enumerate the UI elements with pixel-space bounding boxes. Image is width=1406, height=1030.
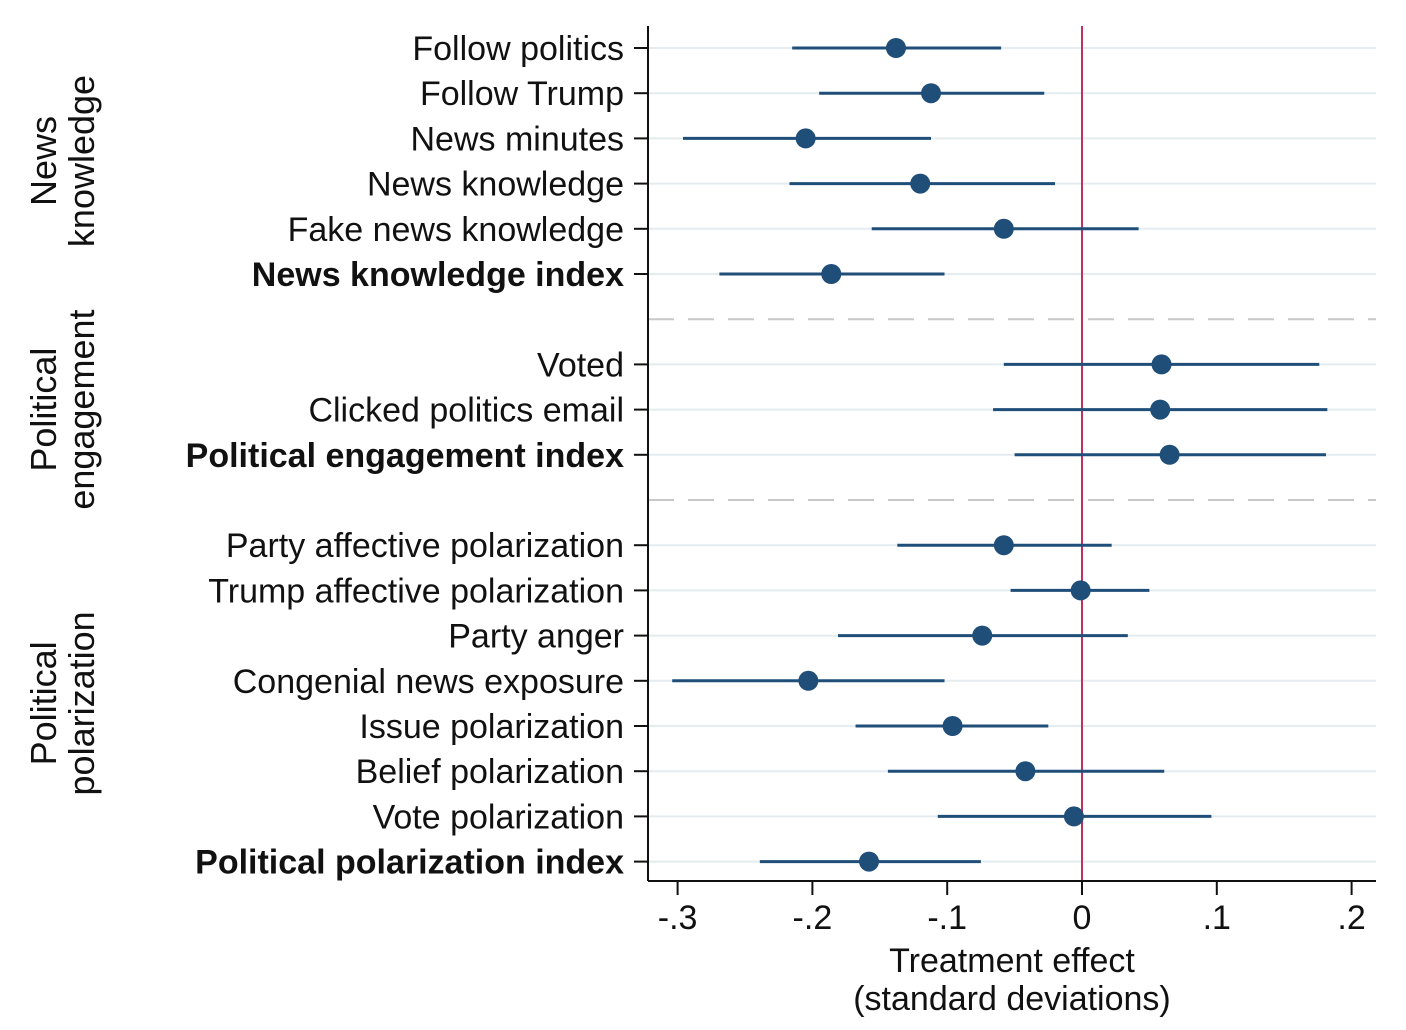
point-estimate — [1150, 399, 1171, 420]
row-label: Voted — [537, 346, 624, 384]
x-tick-label: -.1 — [927, 899, 967, 937]
row-label: News knowledge index — [252, 256, 624, 294]
point-estimates — [795, 38, 1180, 872]
x-tick-label: .1 — [1203, 899, 1231, 937]
row-labels: Follow politics Follow Trump News minutes N… — [186, 30, 624, 882]
point-estimate — [798, 670, 819, 691]
x-axis-ticks: -.3 -.2 -.1 0 .1 .2 — [658, 881, 1366, 937]
point-estimate — [993, 535, 1014, 556]
row-label: Political polarization index — [195, 844, 624, 882]
row-label: Congenial news exposure — [233, 663, 624, 701]
point-estimate — [942, 716, 963, 736]
y-axis-ticks — [634, 47, 648, 863]
x-tick-label: .2 — [1337, 899, 1365, 937]
group-label: polarization — [61, 611, 102, 795]
point-estimate — [821, 264, 842, 284]
row-label: Political engagement index — [186, 437, 624, 475]
x-axis-title-line-2: (standard deviations) — [853, 980, 1171, 1018]
row-label: Issue polarization — [359, 708, 624, 746]
row-label: Clicked politics email — [308, 392, 624, 430]
point-estimate — [993, 218, 1014, 239]
row-label: Party affective polarization — [226, 527, 624, 565]
group-label: knowledge — [61, 75, 102, 247]
group-label: engagement — [61, 310, 102, 510]
point-estimate — [885, 38, 906, 58]
group-separators — [648, 318, 1376, 501]
x-tick-label: 0 — [1073, 899, 1092, 937]
row-label: Belief polarization — [356, 753, 624, 791]
point-estimate — [1070, 580, 1091, 601]
row-label: Party anger — [448, 618, 624, 656]
group-label: Political — [23, 641, 64, 765]
x-axis-title-line-1: Treatment effect — [889, 942, 1135, 980]
x-tick-label: -.2 — [793, 899, 833, 937]
point-estimate — [910, 173, 931, 194]
group-labels: NewsknowledgePoliticalengagementPolitica… — [23, 75, 102, 796]
group-label: News — [23, 116, 64, 206]
row-label: Trump affective polarization — [208, 572, 624, 610]
point-estimate — [795, 128, 816, 149]
point-estimate — [921, 83, 942, 104]
point-estimate — [1151, 354, 1172, 375]
row-label: Fake news knowledge — [288, 211, 624, 249]
point-estimate — [972, 625, 993, 646]
row-label: Follow Trump — [420, 75, 624, 113]
point-estimate — [1159, 444, 1180, 465]
group-label: Political — [23, 348, 64, 472]
point-estimate — [1063, 806, 1084, 827]
row-label: News knowledge — [367, 166, 624, 204]
axes — [647, 26, 1376, 882]
row-label: Follow politics — [412, 30, 624, 68]
row-label: News minutes — [410, 120, 624, 158]
point-estimate — [1015, 761, 1036, 782]
x-tick-label: -.3 — [658, 899, 698, 937]
row-label: Vote polarization — [373, 798, 624, 836]
point-estimate — [859, 851, 880, 872]
